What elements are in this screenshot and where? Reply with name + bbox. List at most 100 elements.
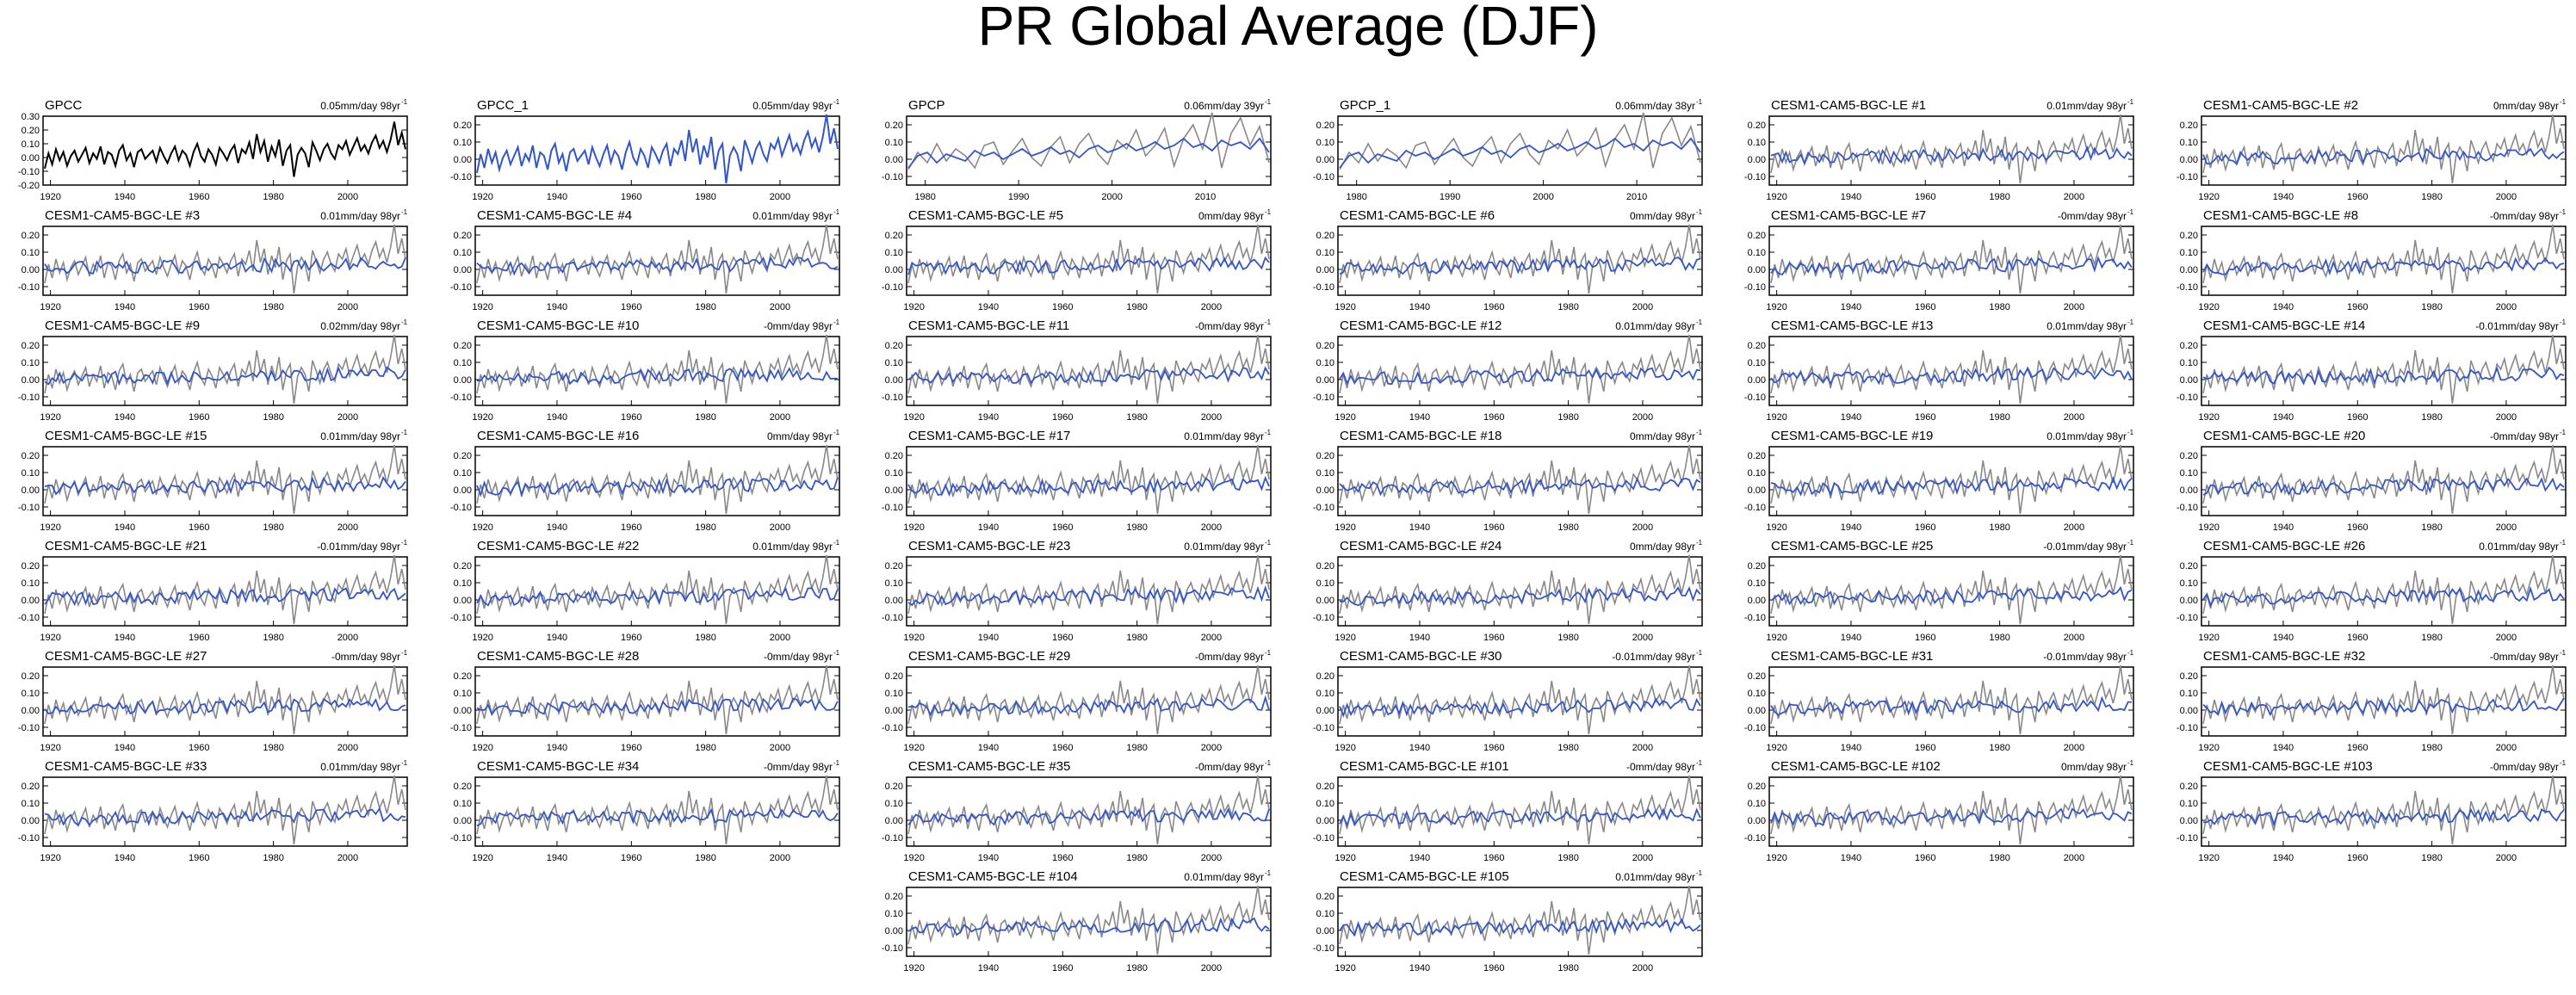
x-tick-label: 1960: [2347, 412, 2368, 423]
y-tick-label: 0.00: [885, 926, 903, 936]
panel-trend: 0mm/day 98yr: [767, 430, 833, 442]
y-tick-label: 0.00: [1316, 926, 1334, 936]
x-tick-label: 1920: [1766, 192, 1786, 202]
y-tick-label: -0.10: [18, 723, 40, 733]
y-tick-label: -0.10: [1744, 392, 1766, 403]
series-line-reference: [44, 775, 406, 845]
panel-trend: 0.01mm/day 98yr: [1184, 871, 1264, 883]
x-tick-label: 1940: [1409, 633, 1430, 643]
series-line-reference: [1339, 444, 1701, 515]
panel-trend: -0mm/day 98yr: [764, 651, 833, 663]
y-tick-label: 0.20: [22, 561, 40, 572]
x-tick-label: 2000: [337, 522, 358, 533]
y-tick-label: 0.00: [1748, 816, 1766, 826]
x-tick-label: 1920: [903, 522, 924, 533]
x-tick-label: 1980: [1989, 412, 2009, 423]
y-tick-label: 0.20: [454, 451, 472, 461]
x-tick-label: 1940: [978, 633, 999, 643]
series-line-reference: [907, 444, 1270, 515]
panel-label: CESM1-CAM5-BGC-LE #102: [1771, 759, 1941, 774]
y-tick-label: 0.20: [22, 126, 40, 136]
series-line-reference: [1339, 554, 1701, 625]
series-line-reference: [1339, 224, 1701, 294]
x-tick-label: 1960: [189, 192, 209, 202]
x-tick-label: 1960: [1483, 853, 1504, 863]
y-tick-label: -0.10: [18, 392, 40, 403]
panel-frame: [1768, 336, 2134, 406]
x-tick-label: 1960: [1052, 853, 1073, 863]
y-tick-label: -0.10: [450, 503, 472, 513]
panel-label: CESM1-CAM5-BGC-LE #24: [1340, 539, 1502, 553]
x-tick-label: 1980: [2421, 412, 2442, 423]
series-line-model: [1340, 585, 1701, 607]
y-tick-label: -0.10: [2177, 723, 2198, 733]
panel-trend: 0.01mm/day 98yr: [2479, 541, 2559, 553]
panel-label: CESM1-CAM5-BGC-LE #3: [45, 208, 200, 223]
x-tick-label: 2010: [1195, 192, 1216, 202]
x-tick-label: 2000: [2496, 633, 2517, 643]
series-line-model: [1339, 918, 1701, 937]
x-tick-label: 1920: [903, 853, 924, 863]
x-tick-label: 1920: [40, 412, 60, 423]
panel-frame: [1768, 226, 2134, 296]
panel-trend: 0.02mm/day 98yr: [320, 320, 400, 332]
panel-frame: [1337, 115, 1703, 186]
y-tick-label: 0.10: [2180, 578, 2198, 589]
y-tick-label: 0.10: [22, 139, 40, 150]
x-tick-label: 2000: [2496, 522, 2517, 533]
x-tick-label: 1980: [1989, 853, 2009, 863]
y-tick-label: 0.00: [22, 153, 40, 164]
series-line-reference: [907, 554, 1270, 625]
x-tick-label: 1940: [115, 522, 135, 533]
y-tick-label: 0.00: [1316, 375, 1334, 386]
y-tick-label: 0.10: [1316, 358, 1334, 368]
panel-trend: -0mm/day 98yr: [331, 651, 400, 663]
y-tick-label: -0.10: [882, 503, 903, 513]
panel-frame: [906, 887, 1272, 957]
y-tick-label: -0.10: [18, 833, 40, 844]
y-tick-label: 0.00: [22, 265, 40, 275]
panel-trend-exponent: -1: [1265, 98, 1272, 106]
series-line-reference: [2202, 224, 2565, 294]
panel-trend-exponent: -1: [1696, 429, 1703, 436]
panel-label: CESM1-CAM5-BGC-LE #29: [908, 649, 1070, 664]
x-tick-label: 1980: [1126, 853, 1147, 863]
panel-trend: 0.01mm/day 98yr: [2047, 100, 2127, 112]
series-line-reference: [476, 334, 839, 405]
series-line-reference: [1770, 775, 2133, 845]
y-tick-label: 0.10: [1748, 578, 1766, 589]
x-tick-label: 2000: [770, 522, 790, 533]
panel-label: CESM1-CAM5-BGC-LE #105: [1340, 869, 1509, 884]
x-tick-label: 1960: [1483, 963, 1504, 973]
panel-trend-exponent: -1: [401, 429, 408, 436]
panel-trend-exponent: -1: [833, 759, 840, 767]
y-tick-label: 0.10: [1316, 799, 1334, 809]
panel-trend: 0mm/day 98yr: [1630, 541, 1695, 553]
x-tick-label: 2000: [2064, 412, 2084, 423]
series-line-reference: [1770, 334, 2133, 405]
y-tick-label: 0.00: [1316, 155, 1334, 165]
panel-frame: [42, 446, 408, 516]
panel-trend: 0.01mm/day 98yr: [752, 541, 833, 553]
x-tick-label: 2000: [1533, 192, 1553, 202]
y-tick-label: -0.10: [1313, 503, 1334, 513]
panel-trend: 0.01mm/day 98yr: [2047, 320, 2127, 332]
panel-trend-exponent: -1: [1696, 539, 1703, 547]
panel-trend: -0mm/day 98yr: [2490, 761, 2559, 773]
x-tick-label: 1960: [2347, 853, 2368, 863]
x-tick-label: 1980: [1557, 302, 1578, 312]
x-tick-label: 2000: [770, 853, 790, 863]
y-tick-label: 0.00: [885, 816, 903, 826]
panel-label: CESM1-CAM5-BGC-LE #26: [2203, 539, 2365, 553]
panel-label: CESM1-CAM5-BGC-LE #14: [2203, 318, 2365, 333]
panel-trend: -0mm/day 98yr: [2490, 210, 2559, 222]
panel-trend: -0mm/day 98yr: [1195, 320, 1264, 332]
panel-trend-exponent: -1: [1696, 759, 1703, 767]
